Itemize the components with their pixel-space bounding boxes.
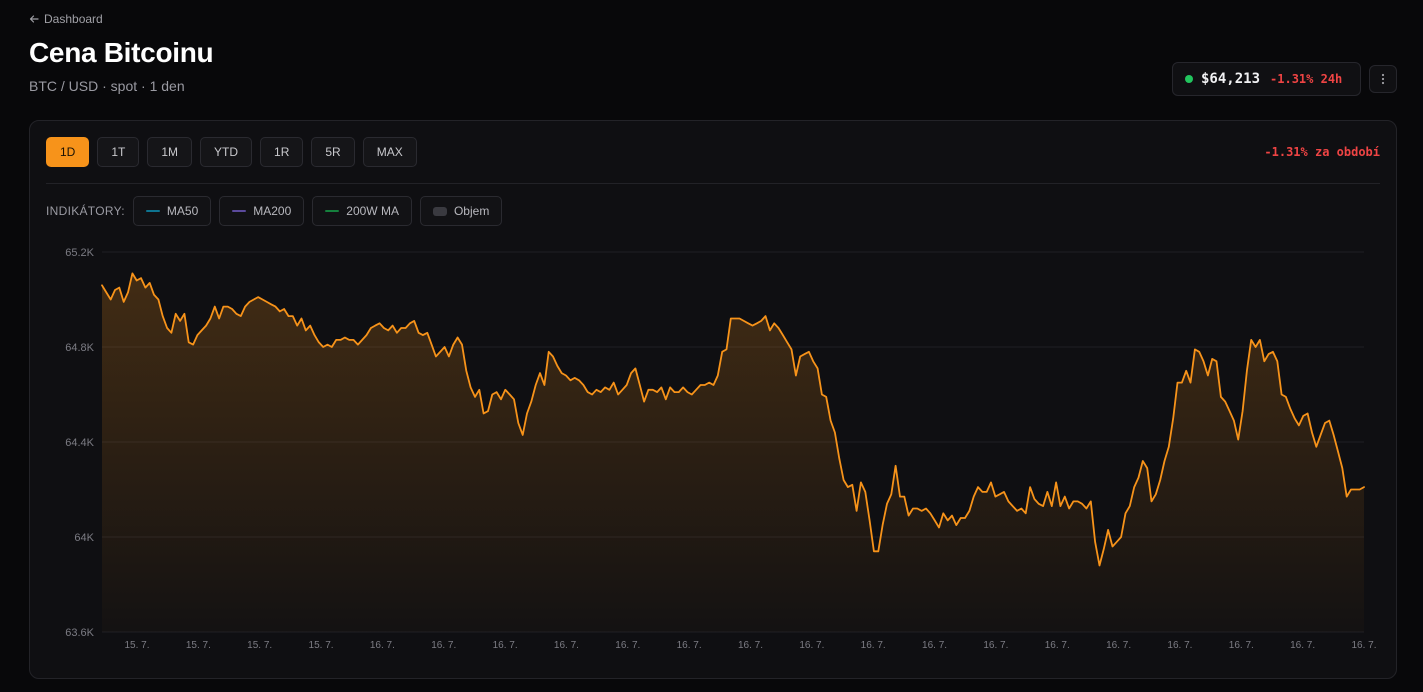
price-line <box>101 272 1365 567</box>
toolbar-divider <box>46 183 1380 184</box>
range-button-5r[interactable]: 5R <box>311 137 355 167</box>
back-link-label: Dashboard <box>44 12 103 26</box>
x-tick-label: 15. 7. <box>309 640 334 651</box>
indicator-label: 200W MA <box>346 204 399 218</box>
x-tick-label: 15. 7. <box>186 640 211 651</box>
indicator-toggle-200w-ma[interactable]: 200W MA <box>312 196 412 226</box>
indicator-label: MA200 <box>253 204 292 218</box>
back-link[interactable]: Dashboard <box>29 12 103 26</box>
x-tick-label: 16. 7. <box>1290 640 1315 651</box>
y-tick-label: 65.2K <box>65 247 94 259</box>
x-tick-label: 16. 7. <box>738 640 763 651</box>
more-vertical-icon <box>1381 73 1385 85</box>
x-tick-label: 16. 7. <box>983 640 1008 651</box>
y-tick-label: 64.8K <box>65 342 94 354</box>
page-title: Cena Bitcoinu <box>29 37 214 68</box>
y-tick-label: 64K <box>74 532 94 544</box>
range-button-1r[interactable]: 1R <box>260 137 304 167</box>
indicator-toggle-ma50[interactable]: MA50 <box>132 196 212 226</box>
y-tick-label: 63.6K <box>65 627 94 639</box>
x-tick-label: 16. 7. <box>431 640 456 651</box>
range-button-1m[interactable]: 1M <box>147 137 193 167</box>
indicator-toggle-volume[interactable]: Objem <box>419 196 503 226</box>
page-subtitle: BTC / USD · spot · 1 den <box>29 78 185 94</box>
price-chart[interactable]: 65.2K 64.8K 64.4K 64K 63.6K 15. 7. 15. 7. 15. 7… <box>30 121 1396 678</box>
chart-card: 1D 1T 1M YTD 1R 5R MAX -1.31% za období … <box>29 120 1397 679</box>
indicator-label: Objem <box>453 204 490 218</box>
x-tick-label: 16. 7. <box>861 640 886 651</box>
range-button-max[interactable]: MAX <box>362 137 417 167</box>
x-tick-label: 16. 7. <box>1229 640 1254 651</box>
x-tick-label: 16. 7. <box>615 640 640 651</box>
x-tick-label: 16. 7. <box>677 640 702 651</box>
200w-ma-swatch <box>325 210 340 212</box>
price-area <box>102 273 1364 632</box>
indicator-bar: INDIKÁTORY: MA50 MA200 200W MA Objem <box>46 196 503 226</box>
x-tick-label: 16. 7. <box>1167 640 1192 651</box>
indicator-label: MA50 <box>166 204 199 218</box>
more-options-button[interactable] <box>1369 65 1397 93</box>
range-button-ytd[interactable]: YTD <box>200 137 253 167</box>
range-button-1t[interactable]: 1T <box>97 137 140 167</box>
ma50-swatch <box>145 210 160 212</box>
price-change-24h: -1.31% 24h <box>1270 72 1343 86</box>
x-tick-label: 15. 7. <box>124 640 149 651</box>
period-change: -1.31% za období <box>1264 145 1380 159</box>
ma200-swatch <box>232 210 247 212</box>
volume-swatch <box>432 206 447 216</box>
indicators-label: INDIKÁTORY: <box>46 204 125 218</box>
x-tick-label: 16. 7. <box>554 640 579 651</box>
y-tick-label: 64.4K <box>65 437 94 449</box>
indicator-toggle-ma200[interactable]: MA200 <box>219 196 305 226</box>
current-price: $64,213 <box>1201 71 1261 87</box>
x-tick-label: 16. 7. <box>1106 640 1131 651</box>
live-status-dot <box>1185 75 1193 83</box>
range-button-1d[interactable]: 1D <box>46 137 90 167</box>
x-tick-label: 16. 7. <box>799 640 824 651</box>
arrow-left-icon <box>29 15 39 23</box>
x-tick-label: 16. 7. <box>493 640 518 651</box>
x-tick-label: 16. 7. <box>1351 640 1376 651</box>
price-ticker: $64,213 -1.31% 24h <box>1172 62 1361 96</box>
x-tick-label: 15. 7. <box>247 640 272 651</box>
x-tick-label: 16. 7. <box>370 640 395 651</box>
x-tick-label: 16. 7. <box>1045 640 1070 651</box>
range-selector: 1D 1T 1M YTD 1R 5R MAX <box>46 137 417 167</box>
x-tick-label: 16. 7. <box>922 640 947 651</box>
